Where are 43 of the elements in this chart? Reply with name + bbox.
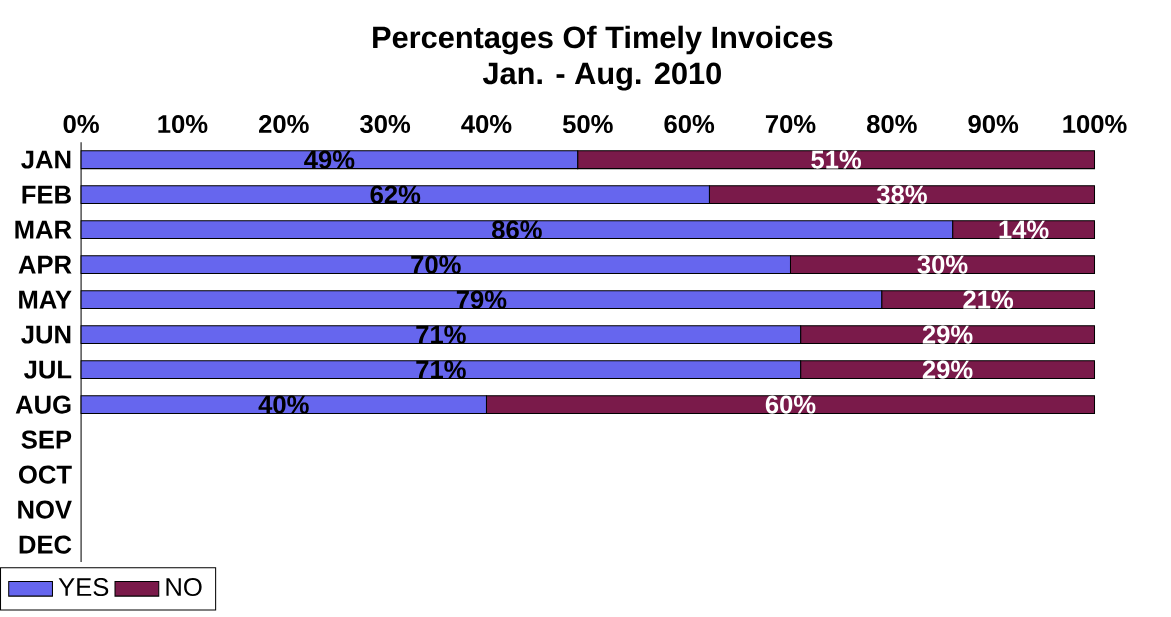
data-label: 49% [304, 150, 355, 169]
data-label: 29% [922, 325, 973, 344]
x-tick-label: 100% [1063, 115, 1127, 134]
data-label: 86% [492, 220, 542, 239]
data-label: 79% [456, 290, 507, 309]
y-tick-label: MAR [15, 221, 72, 239]
x-tick-label: 0% [63, 115, 99, 134]
data-label: 30% [917, 255, 968, 274]
y-tick-label: OCT [18, 465, 72, 484]
y-tick-label: JUL [24, 360, 72, 379]
data-label: 29% [922, 360, 973, 379]
data-label: 70% [411, 255, 461, 274]
x-tick-label: 40% [461, 115, 512, 134]
data-label: 71% [416, 360, 466, 379]
chart-subtitle: Jan. - Aug. 2010 [482, 62, 721, 91]
y-tick-label: DEC [19, 535, 72, 554]
y-tick-label: APR [18, 255, 72, 274]
y-tick-label: SEP [21, 430, 72, 449]
x-tick-label: 90% [968, 115, 1019, 134]
legend-label: YES [58, 578, 109, 597]
y-tick-label: MAY [19, 290, 72, 309]
data-label: 62% [370, 185, 421, 204]
data-label: 21% [963, 290, 1014, 309]
data-label: 71% [416, 325, 466, 344]
x-tick-label: 60% [664, 115, 715, 134]
x-tick-label: 70% [765, 115, 816, 134]
y-tick-label: JUN [21, 325, 71, 344]
data-label: 14% [999, 220, 1049, 239]
x-tick-label: 20% [259, 115, 309, 134]
x-tick-label: 80% [866, 115, 917, 134]
data-label: 38% [876, 185, 927, 204]
chart-title: Percentages Of Timely Invoices [373, 25, 833, 55]
y-tick-label: NOV [18, 500, 72, 519]
data-label: 51% [811, 150, 862, 169]
y-tick-label: AUG [15, 395, 71, 414]
x-tick-label: 50% [562, 115, 613, 134]
data-label: 60% [765, 395, 816, 414]
data-label: 40% [258, 395, 309, 414]
legend-label: NO [166, 578, 202, 597]
y-tick-label: JAN [21, 150, 71, 169]
x-tick-label: 30% [360, 115, 411, 134]
x-tick-label: 10% [158, 115, 208, 134]
y-tick-label: FEB [22, 186, 71, 204]
